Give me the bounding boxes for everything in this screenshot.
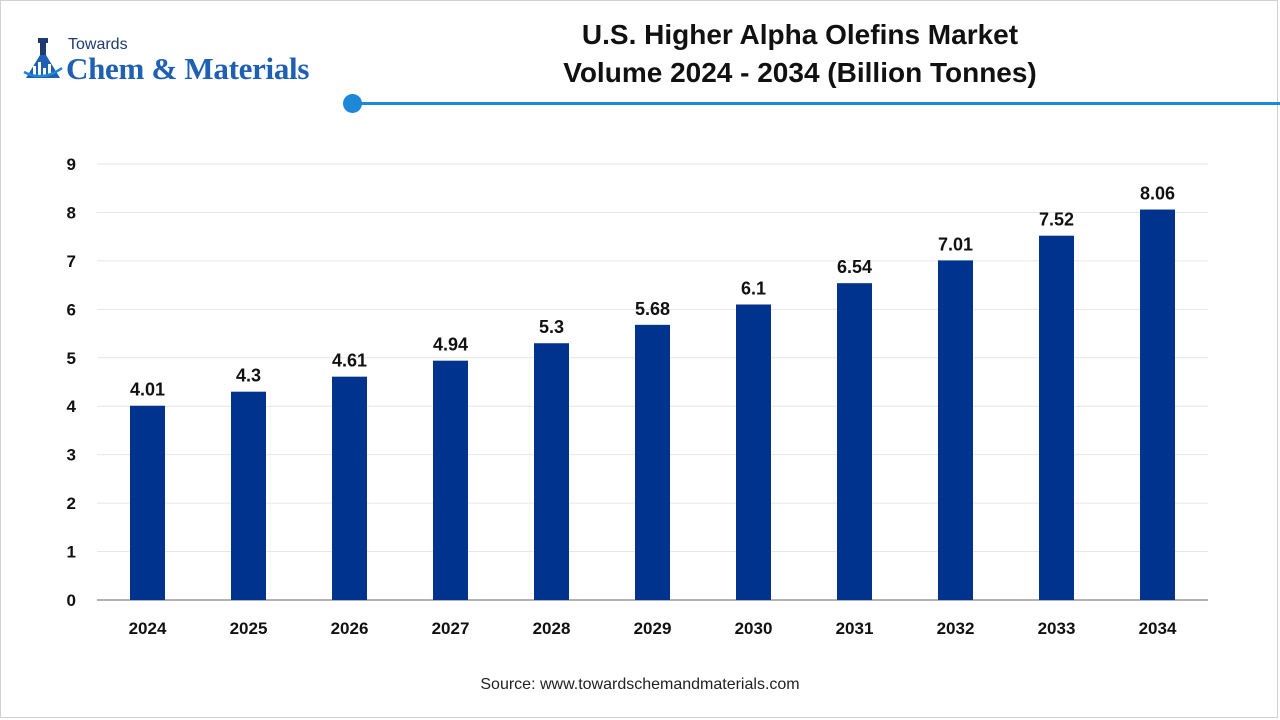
bar-value-label: 4.3 — [236, 366, 261, 386]
bar-value-label: 4.61 — [332, 351, 367, 371]
bar-value-label: 4.94 — [433, 335, 468, 355]
x-tick-label: 2024 — [129, 619, 167, 638]
bar-value-label: 5.3 — [539, 317, 564, 337]
bar-value-label: 7.52 — [1039, 210, 1074, 230]
chart-title: U.S. Higher Alpha Olefins Market Volume … — [450, 16, 1150, 92]
bar — [130, 405, 165, 600]
bar-value-label: 4.01 — [130, 380, 165, 400]
y-tick-label: 0 — [67, 591, 76, 610]
bar — [1039, 235, 1074, 600]
y-tick-label: 3 — [67, 446, 76, 465]
bar — [837, 283, 872, 600]
bar-value-label: 7.01 — [938, 234, 973, 254]
y-tick-label: 2 — [67, 494, 76, 513]
y-tick-label: 5 — [67, 349, 76, 368]
y-tick-label: 8 — [67, 203, 76, 222]
brand-logo: Towards Chem & Materials — [22, 34, 342, 86]
bar-value-label: 6.54 — [837, 257, 872, 277]
bar-value-label: 8.06 — [1140, 184, 1175, 204]
x-tick-label: 2032 — [937, 619, 975, 638]
bar — [635, 324, 670, 600]
y-tick-label: 7 — [67, 252, 76, 271]
y-tick-label: 6 — [67, 300, 76, 319]
bar-value-label: 6.1 — [741, 278, 766, 298]
brand-main-text: Chem & Materials — [66, 51, 310, 86]
x-tick-label: 2028 — [533, 619, 571, 638]
bar — [332, 376, 367, 600]
x-tick-label: 2029 — [634, 619, 672, 638]
title-underline-dot — [343, 94, 362, 113]
x-tick-label: 2030 — [735, 619, 773, 638]
chart-title-line2: Volume 2024 - 2034 (Billion Tonnes) — [563, 57, 1037, 88]
brand-top-text: Towards — [68, 36, 128, 53]
y-tick-label: 4 — [67, 397, 77, 416]
bar — [433, 360, 468, 600]
bar — [1140, 209, 1175, 600]
bar — [736, 304, 771, 600]
x-tick-label: 2031 — [836, 619, 874, 638]
x-tick-label: 2027 — [432, 619, 470, 638]
x-tick-label: 2033 — [1038, 619, 1076, 638]
bar — [534, 343, 569, 600]
y-tick-label: 9 — [67, 155, 76, 174]
chart-title-line1: U.S. Higher Alpha Olefins Market — [581, 19, 1019, 50]
bar — [231, 391, 266, 600]
y-tick-label: 1 — [67, 543, 76, 562]
source-note: Source: www.towardschemandmaterials.com — [480, 676, 800, 693]
title-underline — [352, 102, 1280, 105]
bar — [938, 260, 973, 600]
flask-icon — [23, 38, 63, 78]
x-tick-label: 2026 — [331, 619, 369, 638]
x-tick-label: 2034 — [1139, 619, 1177, 638]
bar-value-label: 5.68 — [635, 299, 670, 319]
x-tick-label: 2025 — [230, 619, 268, 638]
